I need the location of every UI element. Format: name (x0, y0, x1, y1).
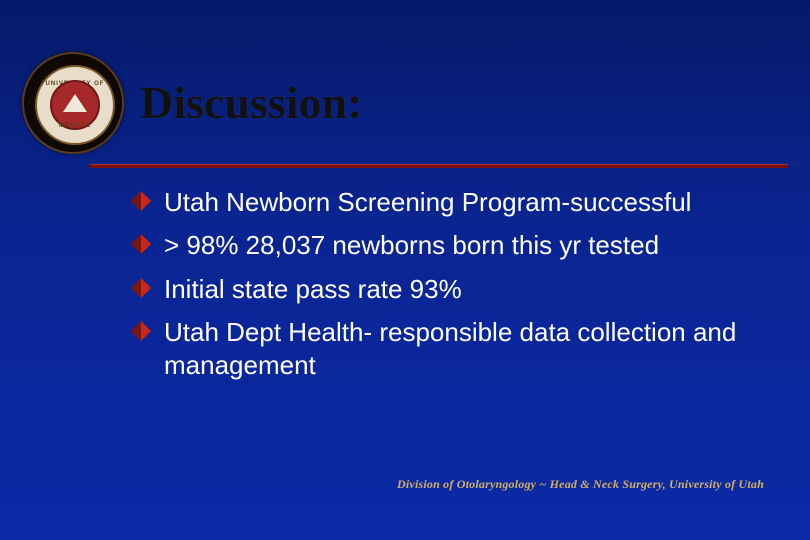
bullet-item: > 98% 28,037 newborns born this yr teste… (130, 229, 768, 262)
seal-bottom-text: MDCCCL (37, 123, 113, 129)
seal-text-ring: UNIVERSITY OF UTAH MDCCCL (35, 65, 115, 145)
bullet-text: Initial state pass rate 93% (164, 274, 462, 304)
bullet-item: Utah Dept Health- responsible data colle… (130, 316, 768, 383)
footer-attribution: Division of Otolaryngology ~ Head & Neck… (397, 477, 764, 492)
university-seal: UNIVERSITY OF UTAH MDCCCL (22, 52, 124, 154)
diamond-bullet-icon (130, 190, 152, 212)
diamond-bullet-icon (130, 320, 152, 342)
title-underline (90, 164, 788, 168)
bullet-text: Utah Dept Health- responsible data colle… (164, 317, 736, 380)
diamond-bullet-icon (130, 277, 152, 299)
seal-outer-ring: UNIVERSITY OF UTAH MDCCCL (22, 52, 124, 154)
seal-emblem-icon (63, 94, 87, 112)
header: UNIVERSITY OF UTAH MDCCCL Discussion: (0, 62, 810, 164)
bullet-text: Utah Newborn Screening Program-successfu… (164, 187, 691, 217)
slide: UNIVERSITY OF UTAH MDCCCL Discussion: Ut… (0, 0, 810, 540)
bullet-text: > 98% 28,037 newborns born this yr teste… (164, 230, 659, 260)
bullet-item: Initial state pass rate 93% (130, 273, 768, 306)
bullet-list: Utah Newborn Screening Program-successfu… (130, 186, 768, 392)
diamond-bullet-icon (130, 233, 152, 255)
bullet-item: Utah Newborn Screening Program-successfu… (130, 186, 768, 219)
slide-title: Discussion: (140, 76, 362, 129)
